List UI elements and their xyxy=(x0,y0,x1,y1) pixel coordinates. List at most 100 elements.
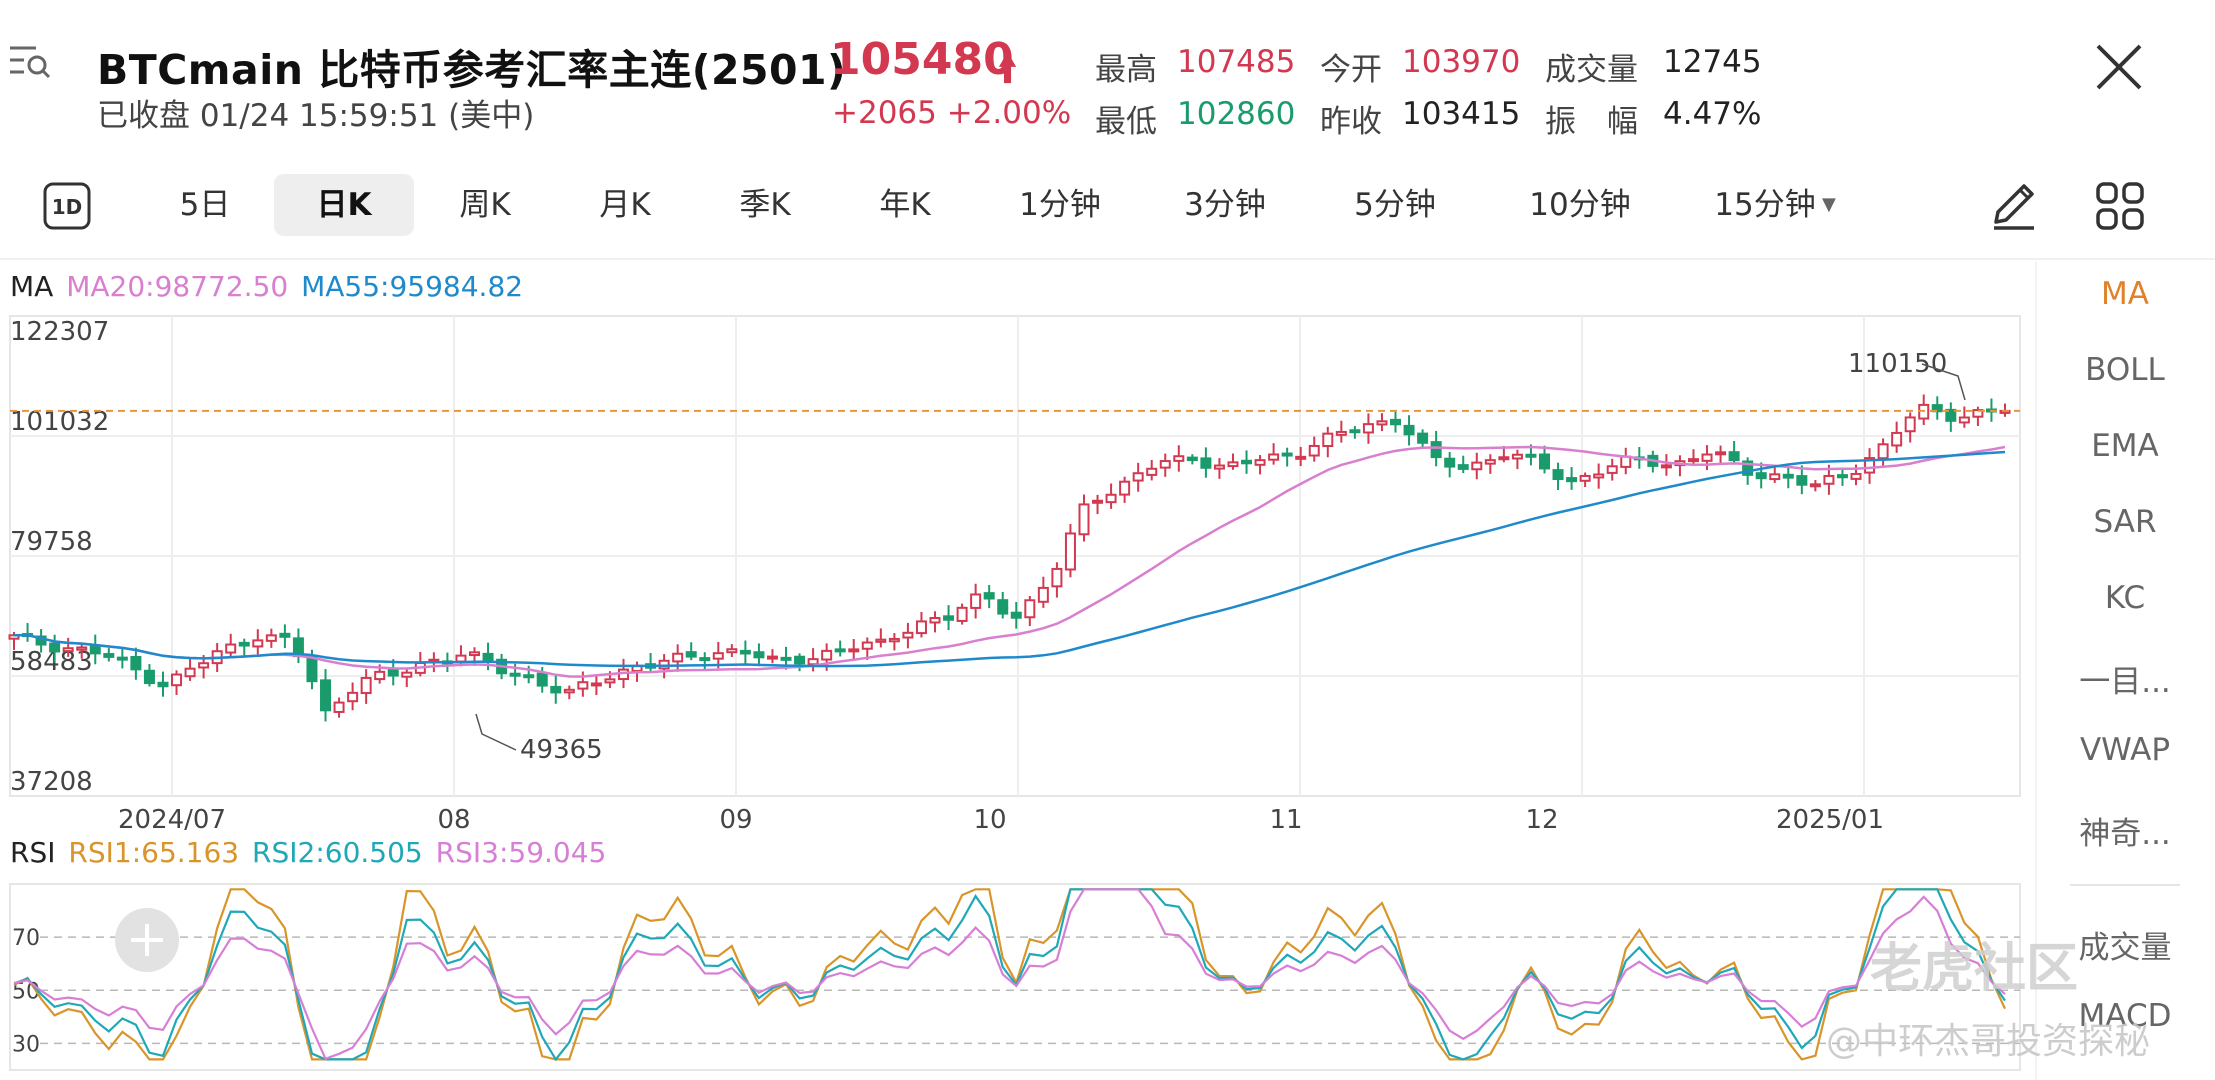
candle-body xyxy=(1132,472,1144,482)
tab-quarterly-k[interactable]: 季K xyxy=(739,187,791,223)
candle-body xyxy=(848,648,860,653)
side-item-boll[interactable]: BOLL xyxy=(2085,352,2165,388)
candle-body xyxy=(1958,416,1970,424)
side-item-ema[interactable]: EMA xyxy=(2091,428,2159,464)
intraday-1d-label: 1D xyxy=(52,195,83,219)
close-icon[interactable] xyxy=(2090,38,2148,96)
candle-body xyxy=(780,656,792,661)
candle-body xyxy=(1078,503,1090,536)
intraday-1d-icon[interactable]: 1D xyxy=(42,181,92,231)
candle-body xyxy=(915,620,927,635)
prev-close-value: 103415 xyxy=(1402,96,1521,132)
side-item-sar[interactable]: SAR xyxy=(2093,504,2157,540)
candle-body xyxy=(1349,429,1361,434)
candle-body xyxy=(970,593,982,609)
up-arrow-icon: 🠙 xyxy=(998,46,1018,90)
candle-body xyxy=(1701,453,1713,462)
candle-body xyxy=(1877,443,1889,460)
tab-weekly-k[interactable]: 周K xyxy=(459,187,511,223)
tab-5min[interactable]: 5分钟 xyxy=(1354,187,1436,223)
menu-search-icon[interactable] xyxy=(8,42,52,82)
candle-body xyxy=(1687,458,1699,463)
tab-yearly-k[interactable]: 年K xyxy=(879,187,931,223)
candle-body xyxy=(807,658,819,666)
candle-body xyxy=(766,655,778,660)
side-item-ma[interactable]: MA xyxy=(2101,276,2149,312)
y-tick-label: 101032 xyxy=(10,407,109,437)
tab-3min[interactable]: 3分钟 xyxy=(1184,187,1266,223)
candle-body xyxy=(1471,461,1483,471)
x-tick-label: 11 xyxy=(1269,805,1302,830)
ma-legend-label: MA xyxy=(10,270,54,303)
candle-body xyxy=(1010,611,1022,619)
candle-body xyxy=(1362,423,1374,434)
candle-body xyxy=(265,634,277,642)
candle-body xyxy=(1268,453,1280,461)
candle-body xyxy=(1322,432,1334,448)
x-tick-label: 2024/07 xyxy=(118,805,226,830)
open-value: 103970 xyxy=(1402,44,1521,80)
candle-body xyxy=(1457,464,1469,470)
candle-body xyxy=(794,655,806,665)
side-item-macd[interactable]: MACD xyxy=(2078,998,2172,1034)
candle-body xyxy=(712,652,724,660)
amplitude-label: 振 幅 xyxy=(1545,104,1638,140)
candle-body xyxy=(482,652,494,663)
tab-10min[interactable]: 10分钟 xyxy=(1529,187,1631,223)
candle-body xyxy=(1742,460,1754,476)
add-indicator-button[interactable] xyxy=(115,908,179,972)
candle-body xyxy=(1200,457,1212,469)
low-label: 最低 xyxy=(1095,104,1157,140)
tab-daily-k[interactable]: 日K xyxy=(274,174,414,236)
candle-body xyxy=(1945,408,1957,422)
tab-monthly-k[interactable]: 月K xyxy=(599,187,651,223)
candle-body xyxy=(320,679,332,712)
candle-body xyxy=(956,606,968,622)
side-item-volume[interactable]: 成交量 xyxy=(2078,930,2172,966)
high-annotation: 110150 xyxy=(1848,349,1947,379)
side-item-kc[interactable]: KC xyxy=(2104,580,2146,616)
dropdown-caret-icon[interactable]: ▼ xyxy=(1822,194,1836,215)
side-item-vwap[interactable]: VWAP xyxy=(2079,732,2171,768)
low-annotation: 49365 xyxy=(520,735,603,765)
candle-body xyxy=(143,669,155,685)
candle-body xyxy=(184,667,196,678)
x-tick-label: 2025/01 xyxy=(1776,805,1884,830)
rsi-y-tick: 70 xyxy=(12,926,40,951)
candle-body xyxy=(1511,453,1523,460)
last-price: 105480 xyxy=(830,34,1014,85)
rsi2-line xyxy=(13,888,2006,1062)
x-tick-label: 10 xyxy=(973,805,1006,830)
candle-body xyxy=(1931,404,1943,413)
candle-body xyxy=(1213,464,1225,470)
candle-body xyxy=(1444,457,1456,468)
candle-body xyxy=(1782,473,1794,479)
ma55-value: MA55:95984.82 xyxy=(301,270,524,303)
rsi3-line xyxy=(13,888,2006,1061)
side-item-ichimoku[interactable]: 一目... xyxy=(2079,664,2171,700)
candle-body xyxy=(374,670,386,681)
tab-5day[interactable]: 5日 xyxy=(179,187,231,223)
candle-body xyxy=(1552,469,1564,481)
candle-body xyxy=(1715,451,1727,456)
candle-body xyxy=(1823,474,1835,485)
layout-grid-icon[interactable] xyxy=(2094,180,2146,232)
candle-body xyxy=(1755,472,1767,480)
draw-pen-icon[interactable] xyxy=(1988,178,2040,234)
candle-body xyxy=(1579,474,1591,482)
tab-15min[interactable]: 15分钟 xyxy=(1714,187,1816,223)
candle-body xyxy=(1092,499,1104,504)
candle-body xyxy=(726,648,738,654)
candle-body xyxy=(1254,459,1266,466)
rsi-legend: RSI RSI1:65.163 RSI2:60.505 RSI3:59.045 xyxy=(10,836,606,869)
header-divider xyxy=(0,258,2215,260)
candle-body xyxy=(1484,459,1496,465)
candle-body xyxy=(888,637,900,643)
tab-1min[interactable]: 1分钟 xyxy=(1019,187,1101,223)
candle-body xyxy=(1335,430,1347,436)
low-annotation-leader xyxy=(475,713,517,751)
candle-body xyxy=(1606,465,1618,474)
side-item-magic[interactable]: 神奇... xyxy=(2079,816,2171,852)
